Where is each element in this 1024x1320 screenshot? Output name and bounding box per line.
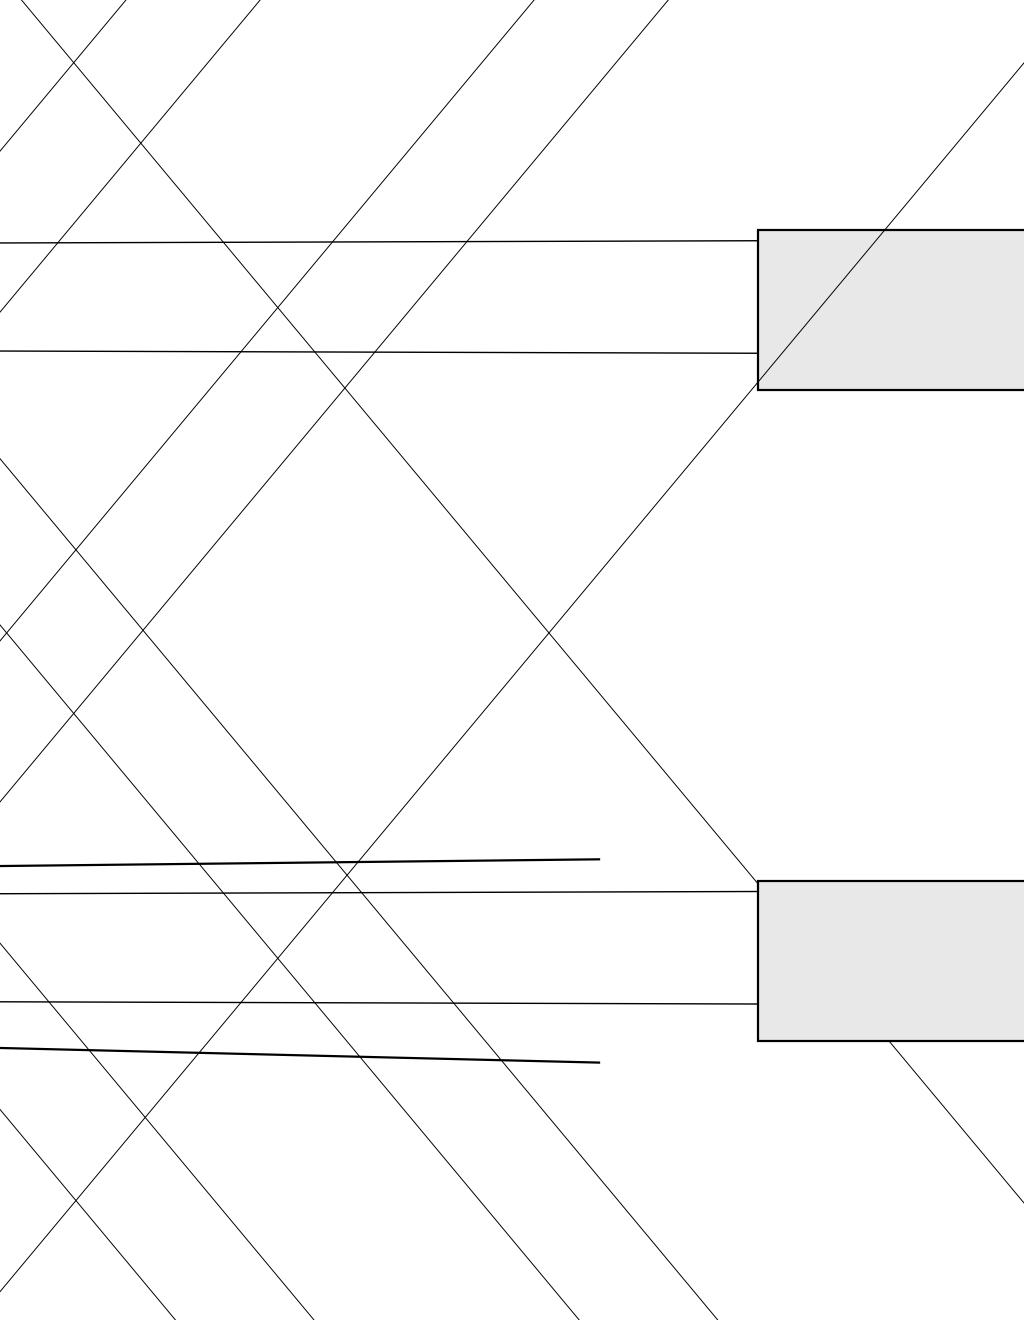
- Text: Patent Application Publication: Patent Application Publication: [84, 48, 336, 62]
- Text: 104: 104: [113, 487, 145, 503]
- Text: Apr. 7, 2016   Sheet 7 of 11: Apr. 7, 2016 Sheet 7 of 11: [329, 48, 552, 62]
- Text: US 2016/0096712 A1: US 2016/0096712 A1: [770, 48, 942, 62]
- Text: 152: 152: [640, 1019, 673, 1035]
- Bar: [599, 816, 758, 1106]
- Text: 152: 152: [152, 985, 184, 1001]
- Bar: [213, 853, 268, 1069]
- Bar: [758, 882, 1024, 1040]
- Text: 160: 160: [633, 520, 666, 536]
- Bar: [758, 230, 1024, 391]
- Bar: [599, 165, 758, 455]
- Text: 152: 152: [640, 342, 673, 358]
- Text: 128: 128: [302, 682, 335, 698]
- Text: 120: 120: [292, 593, 325, 609]
- Bar: [213, 201, 268, 418]
- Text: 160: 160: [633, 715, 666, 731]
- Text: 124: 124: [230, 970, 263, 986]
- Text: 152: 152: [152, 375, 184, 391]
- Text: 124: 124: [230, 297, 263, 313]
- Text: FIG. 8A: FIG. 8A: [674, 552, 801, 583]
